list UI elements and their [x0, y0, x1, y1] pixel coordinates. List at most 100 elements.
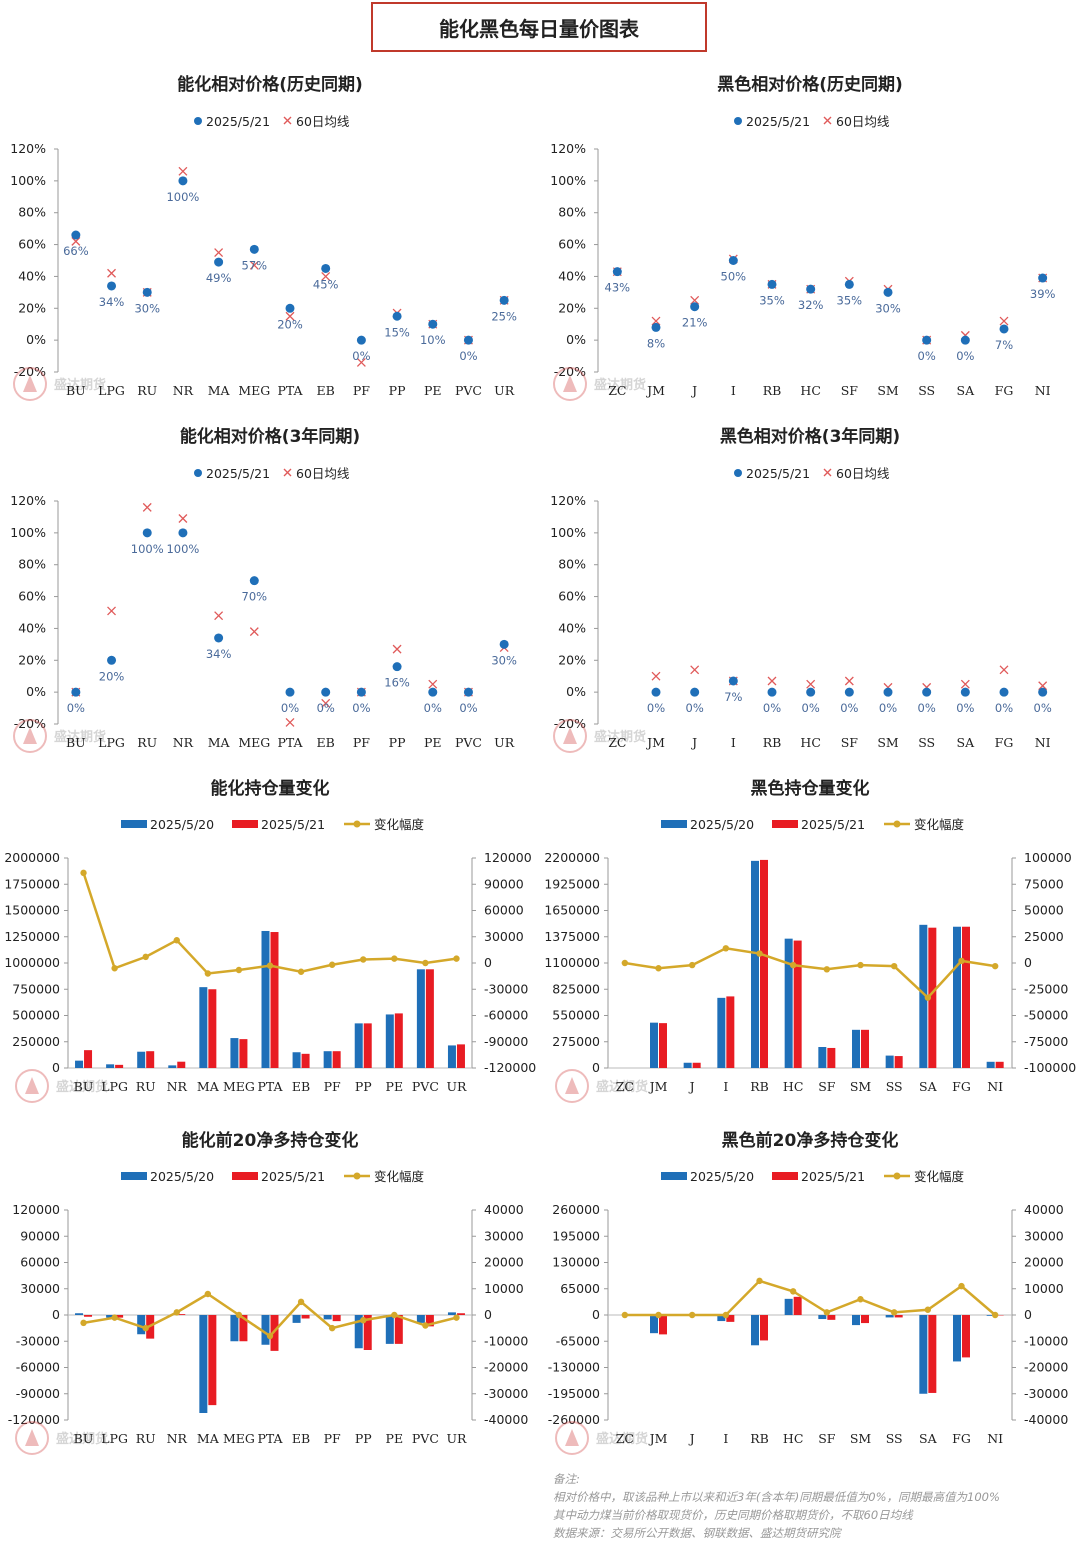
y-tick-label-left: 30000: [20, 1281, 60, 1296]
x-tick-label: PVC: [455, 735, 482, 750]
chart-chem-relative-history: 能化相对价格(历史同期) 2025/5/21 60日均线 120% 100% 80% 60%…: [0, 62, 540, 412]
data-label: 0%: [956, 349, 974, 363]
data-label: 0%: [802, 701, 820, 715]
x-tick-label: J: [690, 735, 697, 750]
legend-label-cross: 60日均线: [836, 466, 890, 481]
value-point: [107, 655, 117, 665]
change-point: [111, 965, 118, 972]
y-tick-label: -20%: [554, 716, 586, 731]
bar-curr: [894, 1056, 903, 1068]
y-tick-label-left: 1375000: [544, 929, 600, 944]
x-tick-label: BU: [74, 1431, 94, 1446]
chart-legend: 2025/5/21 60日均线: [194, 114, 350, 129]
legend-cross-icon: [823, 468, 832, 477]
notes: 备注: 相对价格中，取该品种上市以来和近3年(含本年)同期最低值为0%，同期最高…: [553, 1470, 1073, 1542]
change-point: [173, 937, 180, 944]
y-tick-label-right: -10000: [1024, 1333, 1068, 1348]
y-tick-label-left: -30000: [16, 1333, 60, 1348]
x-tick-label: SS: [918, 383, 935, 398]
bar-curr: [425, 969, 434, 1068]
legend-label-line: 变化幅度: [374, 817, 425, 832]
y-tick-label: 100%: [10, 173, 46, 188]
change-point: [890, 1309, 898, 1316]
x-tick-label: MA: [197, 1431, 220, 1446]
chart-black-relative-3y: 黑色相对价格(3年同期) 2025/5/21 60日均线 120% 100% 80% 60%…: [540, 414, 1080, 764]
x-tick-label: PF: [324, 1079, 341, 1094]
x-tick-label: I: [731, 383, 736, 398]
y-tick-label-right: -20000: [1024, 1360, 1068, 1375]
change-point: [204, 970, 212, 977]
x-tick-label: PE: [424, 735, 442, 750]
bar-prev: [717, 1315, 726, 1322]
chart-chem-open-interest: 能化持仓量变化 2025/5/20 2025/5/21 变化幅度 2000000 1750…: [0, 766, 540, 1116]
bar-prev: [784, 938, 793, 1068]
value-point: [285, 687, 295, 697]
legend-bar2-swatch: [772, 820, 798, 828]
bar-prev: [137, 1315, 146, 1335]
legend-label-cross: 60日均线: [836, 114, 890, 129]
bar-curr: [363, 1023, 372, 1068]
change-point: [80, 869, 87, 877]
y-tick-label: 80%: [558, 205, 586, 220]
y-tick-label-right: 120000: [484, 850, 532, 865]
y-tick-label-right: -100000: [1024, 1060, 1076, 1075]
y-tick-label-left: 250000: [12, 1034, 60, 1049]
legend-label-dot: 2025/5/21: [206, 114, 270, 129]
value-point: [178, 528, 188, 538]
x-tick-label: PVC: [455, 383, 482, 398]
ma60-point: [428, 679, 438, 689]
x-tick-label: JM: [645, 383, 665, 398]
bar-prev: [416, 969, 425, 1068]
x-tick-label: RB: [750, 1079, 769, 1094]
change-point: [142, 1324, 149, 1332]
change-point: [756, 1277, 763, 1285]
bar-curr: [332, 1315, 341, 1322]
x-tick-label: J: [688, 1431, 695, 1446]
ma60-point: [806, 679, 816, 689]
ma60-point: [321, 271, 331, 281]
legend-dot-icon: [734, 469, 742, 477]
change-point: [924, 1306, 932, 1313]
bar-curr: [146, 1051, 155, 1068]
y-tick-label-right: 30000: [484, 1228, 524, 1243]
x-tick-label: SS: [918, 735, 935, 750]
ma60-point: [249, 260, 259, 270]
value-point: [960, 335, 970, 345]
data-label: 10%: [420, 333, 446, 347]
chart-legend: 2025/5/21 60日均线: [734, 466, 890, 481]
ma60-point: [249, 627, 259, 637]
x-tick-label: LPG: [98, 735, 125, 750]
bar-prev: [323, 1315, 332, 1320]
bar-prev: [106, 1064, 115, 1068]
bar-curr: [84, 1050, 93, 1068]
legend-line-marker-icon: [893, 820, 901, 828]
y-tick-label: 60%: [18, 237, 46, 252]
value-point: [214, 257, 224, 267]
data-label: 0%: [352, 701, 370, 715]
y-tick-label-left: 1750000: [4, 876, 60, 891]
y-tick-label: 0%: [566, 684, 586, 699]
x-tick-label: SM: [877, 383, 899, 398]
y-tick-label-left: 1000000: [4, 955, 60, 970]
watermark-logo-icon: [23, 375, 37, 392]
y-tick-label-left: 1650000: [544, 903, 600, 918]
value-point: [321, 687, 331, 697]
ma60-point: [214, 611, 224, 621]
data-label: 0%: [647, 701, 665, 715]
change-point: [655, 965, 662, 972]
y-tick-label-right: -30000: [484, 1386, 528, 1401]
ma60-point: [844, 676, 854, 686]
y-tick-label-right: 20000: [484, 1255, 524, 1270]
change-point: [422, 959, 429, 967]
change-point: [391, 1311, 398, 1319]
x-tick-label: SM: [877, 735, 899, 750]
x-tick-label: PTA: [277, 735, 303, 750]
data-label: 0%: [918, 701, 936, 715]
legend-label-line: 变化幅度: [374, 1169, 425, 1184]
y-tick-label-right: 0: [1024, 1307, 1032, 1322]
chart-legend: 2025/5/20 2025/5/21 变化幅度: [661, 817, 965, 832]
bar-curr: [456, 1044, 465, 1068]
bar-prev: [650, 1022, 658, 1068]
ma60-point: [285, 311, 295, 321]
chart-title: 能化前20净多持仓变化: [182, 1130, 359, 1151]
